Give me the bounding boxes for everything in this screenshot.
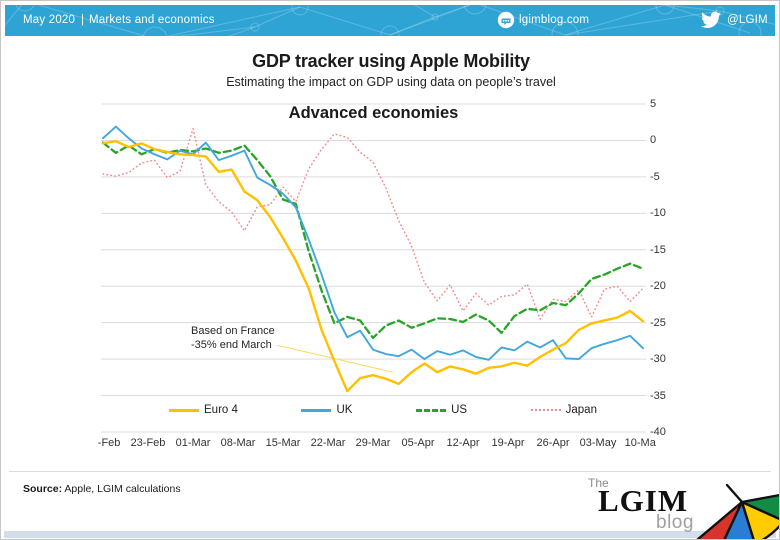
x-tick-label: 10-May: [624, 437, 656, 449]
x-tick-label: 08-Mar: [220, 437, 256, 449]
header-section-label: Markets and economics: [89, 14, 215, 26]
page-title: GDP tracker using Apple Mobility: [252, 51, 530, 71]
legend-item-japan: Japan: [530, 404, 597, 416]
series-line-euro-4: [101, 139, 645, 393]
source-text: Apple, LGIM calculations: [62, 483, 181, 495]
logo-blog: blog: [656, 512, 694, 533]
x-tick-label: 29-Mar: [355, 437, 391, 449]
chart-title: Advanced economies: [288, 104, 459, 122]
legend-item-euro-4: Euro 4: [169, 404, 238, 416]
y-tick-label: -25: [650, 316, 666, 329]
y-tick-label: -35: [650, 389, 666, 402]
x-tick-label: 15-Mar: [265, 437, 301, 449]
legend-item-uk: UK: [301, 404, 352, 416]
chart-legend: Euro 4 UK US Japan: [169, 404, 597, 416]
chart-annotation: Based on France -35% end March: [191, 325, 275, 352]
annotation-line-2: -35% end March: [191, 338, 272, 351]
series-line-uk: [102, 125, 644, 361]
blog-url-label[interactable]: lgimblog.com: [519, 14, 590, 26]
header-date: May 2020: [23, 14, 76, 26]
y-tick-label: -20: [650, 280, 666, 293]
x-tick-label: 03-May: [579, 437, 617, 449]
y-tick-label: 5: [650, 98, 657, 110]
footer-divider: [9, 471, 771, 472]
page-subtitle: Estimating the impact on GDP using data …: [226, 75, 556, 89]
x-tick-label: 26-Apr: [536, 437, 570, 449]
y-tick-label: 0: [650, 134, 657, 147]
x-tick-label: 16-Feb: [98, 437, 121, 449]
legend-item-us: US: [416, 404, 467, 416]
y-tick-label: -15: [650, 243, 666, 256]
x-tick-label: 01-Mar: [175, 437, 211, 449]
y-tick-label: -10: [650, 207, 666, 220]
header-pipe: |: [81, 14, 85, 26]
x-tick-label: 22-Mar: [310, 437, 346, 449]
twitter-handle-label[interactable]: @LGIM: [727, 14, 768, 26]
source-line: Source: Apple, LGIM calculations: [23, 483, 181, 495]
network-pattern: [5, 5, 775, 36]
legend-line-sample: [301, 408, 332, 412]
x-tick-label: 23-Feb: [130, 437, 166, 449]
y-tick-label: -40: [650, 426, 666, 438]
x-tick-label: 19-Apr: [491, 437, 525, 449]
series-line-japan: [102, 128, 644, 320]
y-tick-label: -5: [650, 170, 660, 183]
annotation-leader-line: [277, 344, 394, 373]
legend-line-sample: [416, 408, 447, 412]
annotation-line-1: Based on France: [191, 325, 275, 337]
header-bar: May 2020 | Markets and economics lgimblo…: [5, 5, 775, 36]
legend-line-sample: [530, 409, 561, 411]
legend-label: US: [451, 404, 468, 416]
legend-label: UK: [336, 404, 353, 416]
speech-bubble-icon: [497, 11, 515, 29]
series-line-us: [101, 141, 645, 340]
legend-line-sample: [169, 408, 199, 412]
footer-strip: [4, 531, 776, 538]
source-label: Source:: [23, 483, 63, 495]
legend-label: Euro 4: [204, 404, 238, 416]
twitter-icon: [701, 11, 721, 28]
x-tick-label: 05-Apr: [401, 437, 435, 449]
legend-label: Japan: [565, 404, 597, 416]
y-tick-label: -30: [650, 353, 666, 366]
x-axis-labels: 16-Feb 23-Feb 01-Mar 08-Mar 15-Mar 22-Mar 29-M…: [98, 437, 656, 452]
logo-lgim: LGIM: [598, 483, 689, 518]
logo-the: The: [588, 476, 609, 490]
x-tick-label: 12-Apr: [446, 437, 480, 449]
